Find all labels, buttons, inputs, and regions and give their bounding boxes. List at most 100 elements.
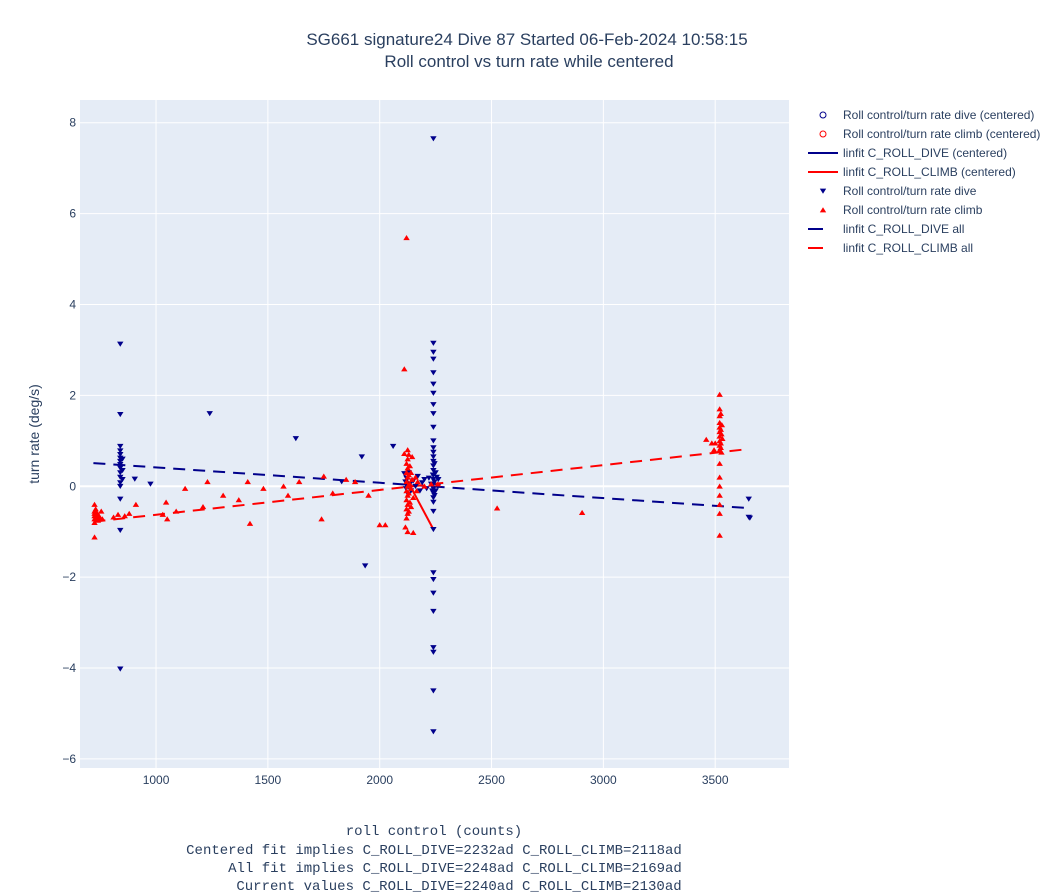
climb-point (711, 440, 719, 446)
legend-triangle-down-swatch (819, 188, 827, 194)
dive-point (430, 508, 437, 514)
dive-point (430, 570, 437, 576)
y-tick-label: −2 (62, 570, 76, 584)
legend-item[interactable]: Roll control/turn rate climb (819, 203, 983, 217)
climb-point (403, 515, 410, 521)
climb-point (403, 460, 410, 466)
climb-point (401, 450, 408, 456)
x-tick-label: 1000 (143, 773, 170, 787)
plot-background (80, 100, 789, 768)
dive-point (358, 454, 366, 460)
climb-point (365, 492, 372, 498)
climb-point (382, 522, 389, 528)
climb-point (219, 492, 227, 498)
climb-point (412, 474, 419, 480)
dive-point (119, 467, 126, 474)
climb-point (427, 481, 435, 487)
climb-point (92, 506, 99, 512)
dive-point (131, 476, 138, 482)
dive-point (117, 527, 124, 534)
dive-point (117, 452, 124, 458)
climb-point (403, 478, 410, 485)
legend-item[interactable]: Roll control/turn rate dive (centered) (819, 108, 1034, 122)
dive-point (119, 456, 126, 462)
climb-point (342, 476, 350, 482)
legend-triangle-up-swatch (819, 207, 827, 213)
climb-point (408, 476, 416, 482)
y-tick-label: 6 (69, 207, 76, 221)
chart-title: SG661 signature24 Dive 87 Started 06-Feb… (306, 30, 747, 49)
climb-point (126, 510, 133, 516)
dive-point (430, 729, 437, 735)
x-tick-label: 1500 (255, 773, 282, 787)
dive-point (430, 645, 437, 651)
climb-point (716, 460, 723, 466)
dive-point (430, 688, 437, 694)
dive-point (430, 445, 437, 451)
climb-point (716, 492, 723, 498)
dive-point (117, 443, 124, 449)
climb-point (718, 449, 725, 455)
climb-point (91, 534, 98, 540)
dive-point (430, 390, 437, 396)
dive-point (117, 448, 124, 454)
y-tick-label: −4 (62, 661, 76, 675)
dive-point (746, 515, 754, 521)
climb-point (719, 435, 726, 441)
legend-item[interactable]: linfit C_ROLL_DIVE all (808, 222, 964, 236)
dive-point (431, 461, 438, 467)
dive-point (430, 356, 437, 362)
dive-point (430, 577, 437, 583)
climb-point (91, 501, 98, 507)
climb-point (716, 406, 723, 412)
x-tick-label: 2500 (478, 773, 505, 787)
dive-point (431, 492, 438, 499)
y-tick-label: −6 (62, 752, 76, 766)
dive-point (206, 411, 213, 417)
legend-label: Roll control/turn rate climb (centered) (843, 127, 1040, 141)
legend-item[interactable]: linfit C_ROLL_CLIMB (centered) (808, 165, 1016, 179)
climb-point (405, 508, 412, 514)
climb-point (99, 516, 106, 522)
dive-point (432, 488, 439, 494)
climb-point (260, 485, 267, 491)
dive-point (418, 480, 426, 486)
legend-item[interactable]: linfit C_ROLL_DIVE (centered) (808, 146, 1007, 160)
x-tick-label: 2000 (366, 773, 393, 787)
climb-point (235, 497, 242, 503)
legend-item[interactable]: linfit C_ROLL_CLIMB all (808, 241, 973, 255)
dive-point (430, 411, 437, 417)
legend[interactable]: Roll control/turn rate dive (centered) Ro… (808, 108, 1040, 255)
dive-point (117, 341, 124, 347)
climb-point (410, 529, 417, 536)
climb-point (717, 440, 724, 446)
footer-line-centered-fit: Centered fit implies C_ROLL_DIVE=2232ad … (186, 843, 682, 859)
climb-point (407, 469, 415, 476)
dive-point (117, 483, 124, 489)
chart-subtitle: Roll control vs turn rate while centered (384, 52, 673, 71)
legend-label: Roll control/turn rate dive (centered) (843, 108, 1034, 122)
climb-point (405, 490, 412, 496)
climb-point (132, 501, 140, 507)
climb-point (403, 234, 410, 241)
dive-point (425, 475, 433, 481)
climb-point (376, 522, 383, 528)
dive-point (117, 666, 124, 672)
climb-point (716, 510, 723, 516)
climb-point (405, 451, 412, 457)
climb-point (406, 481, 414, 487)
data-points (91, 136, 754, 735)
y-tick-label: 8 (69, 116, 76, 130)
climb-point (718, 431, 725, 437)
x-tick-label: 3500 (702, 773, 729, 787)
climb-point (716, 501, 723, 507)
dive-point (147, 481, 154, 487)
dive-point (389, 443, 397, 449)
tick-labels: 1000 1500 2000 2500 3000 3500 −6 −4 −2 0 2 4 6 8 (62, 116, 729, 787)
climb-point (406, 499, 414, 505)
legend-item[interactable]: Roll control/turn rate climb (centered) (819, 127, 1040, 141)
legend-item[interactable]: Roll control/turn rate dive (819, 184, 977, 198)
legend-circle-swatch (819, 130, 827, 138)
dive-point (430, 349, 437, 355)
dive-point (292, 436, 300, 442)
